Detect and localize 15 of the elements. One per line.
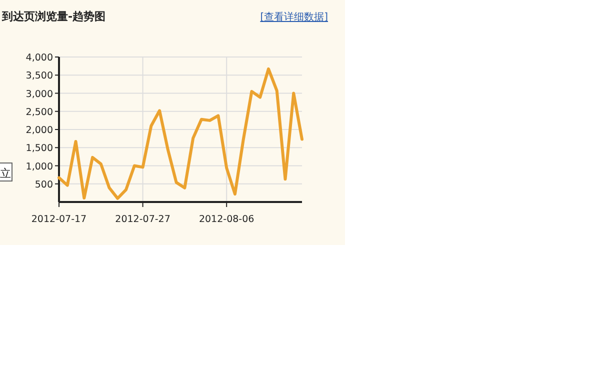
y-tick-label: 3,000 <box>26 88 53 100</box>
y-tick-label: 1,500 <box>26 143 53 154</box>
x-tick-label: 2012-07-17 <box>31 214 87 225</box>
text: [查看详细数据] <box>260 11 328 23</box>
y-tick-label: 2,000 <box>26 125 53 136</box>
line-series <box>58 67 304 200</box>
text: 立 <box>0 167 11 180</box>
x-tick-label: 2012-08-06 <box>198 214 254 225</box>
y-tick-label: 4,000 <box>26 52 53 64</box>
chart-title: 到达页浏览量-趋势图 <box>1 10 106 23</box>
y-tick-label: 1,000 <box>26 161 53 172</box>
y-tick-label: 3,500 <box>26 70 53 82</box>
y-tick-label: 2,500 <box>26 106 53 118</box>
y-tick-label: 500 <box>34 179 53 190</box>
x-tick-label: 2012-07-27 <box>115 214 170 225</box>
